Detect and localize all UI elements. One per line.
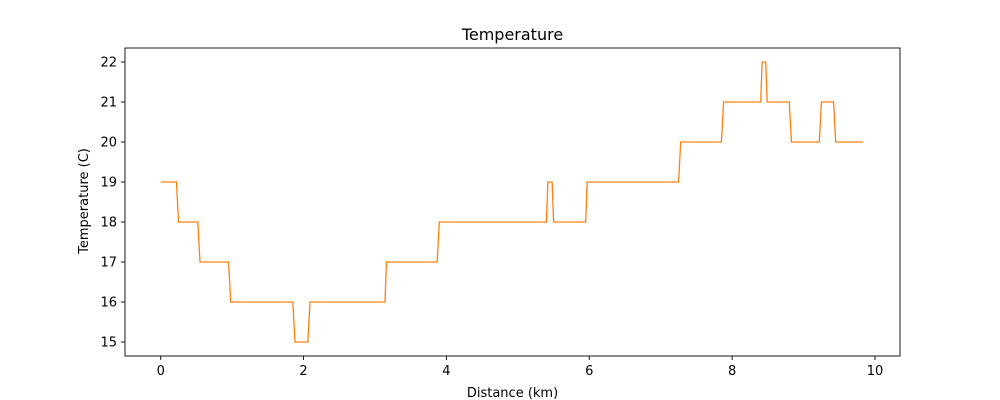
x-tick-label: 8 xyxy=(728,364,736,379)
y-tick-label: 20 xyxy=(100,136,117,151)
y-tick-label: 19 xyxy=(100,176,117,191)
x-tick-label: 4 xyxy=(442,364,450,379)
x-tick-label: 6 xyxy=(585,364,593,379)
x-tick-label: 0 xyxy=(157,364,165,379)
y-tick-label: 16 xyxy=(100,296,117,311)
y-tick-label: 17 xyxy=(100,256,117,271)
x-tick-label: 10 xyxy=(867,364,884,379)
y-axis: 15 16 17 18 19 20 21 22 xyxy=(100,56,125,351)
y-tick-label: 21 xyxy=(100,96,117,111)
axes-frame xyxy=(124,47,901,357)
y-axis-label: Temperature (C) xyxy=(77,148,92,255)
y-tick-label: 15 xyxy=(100,336,117,351)
temperature-series-line xyxy=(160,61,863,343)
x-axis-label: Distance (km) xyxy=(467,386,558,400)
x-tick-label: 2 xyxy=(299,364,307,379)
plot-area xyxy=(160,61,863,343)
y-tick-label: 18 xyxy=(100,216,117,231)
x-axis: 0 2 4 6 8 10 xyxy=(157,356,884,379)
chart-title: Temperature xyxy=(461,25,563,44)
y-tick-label: 22 xyxy=(100,56,117,71)
